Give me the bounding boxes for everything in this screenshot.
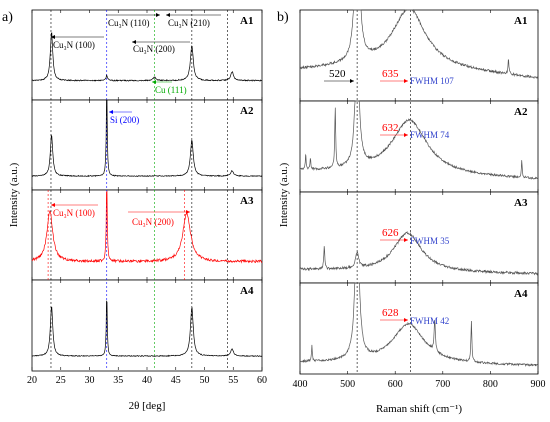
x-tick-label: 20 xyxy=(27,375,37,386)
xrd-series-label-a3: A3 xyxy=(240,195,254,207)
xrd-y-axis-label: Intensity (a.u.) xyxy=(8,162,20,227)
xrd-x-axis-label: 2θ [deg] xyxy=(129,400,166,412)
x-tick-label: 25 xyxy=(56,375,66,386)
raman-series-label-a2: A2 xyxy=(514,106,528,118)
arrowhead xyxy=(152,80,156,84)
raman-fwhm-a3: FWHM 35 xyxy=(410,236,450,246)
xrd-traces xyxy=(31,32,263,357)
raman-fwhm-a1: FWHM 107 xyxy=(410,76,454,86)
arrowhead xyxy=(350,79,354,83)
xrd-subplot-a4 xyxy=(31,279,263,372)
annotation-si-200: Si (200) xyxy=(110,115,139,125)
arrowhead xyxy=(132,40,136,44)
annotation-cu3n-200-red: Cu₃N (200) xyxy=(132,217,174,227)
raman-annotations: 520 635 FWHM 107 632 FWHM 74 626 FWHM 35… xyxy=(324,68,454,326)
trace-raman-a3 xyxy=(299,230,539,276)
trace-xrd-a4 xyxy=(31,300,263,357)
x-tick-label: 55 xyxy=(228,375,238,386)
trace-raman-a2 xyxy=(299,100,539,180)
annotation-cu-111: Cu (111) xyxy=(155,85,187,95)
x-tick-label: 60 xyxy=(257,375,267,386)
arrowhead xyxy=(404,318,408,322)
arrowhead xyxy=(404,79,408,83)
raman-x-axis: 400 500 600 700 800 900 xyxy=(293,10,546,390)
arrowhead xyxy=(166,13,170,17)
x-tick-label: 600 xyxy=(388,379,403,390)
annotation-cu3n-100-red: Cu₃N (100) xyxy=(53,208,95,218)
arrowhead xyxy=(109,110,113,114)
xrd-series-label-a1: A1 xyxy=(240,15,253,27)
arrowhead xyxy=(404,238,408,242)
annotation-cu3n-110: Cu₃N (110) xyxy=(108,18,150,28)
raman-fwhm-a2: FWHM 74 xyxy=(410,130,450,140)
raman-subplot-a4 xyxy=(299,282,539,375)
raman-ref-520: 520 xyxy=(329,68,346,80)
x-tick-label: 50 xyxy=(200,375,210,386)
arrowhead xyxy=(51,35,55,39)
trace-xrd-a3 xyxy=(31,190,263,264)
arrowhead xyxy=(51,203,55,207)
raman-x-axis-label: Raman shift (cm⁻¹) xyxy=(376,403,462,415)
xrd-subplot-a2 xyxy=(31,99,263,191)
arrowhead xyxy=(186,210,190,214)
x-tick-label: 900 xyxy=(531,379,546,390)
raman-traces xyxy=(299,9,539,367)
raman-y-axis-label: Intensity (a.u.) xyxy=(278,162,290,227)
x-tick-label: 35 xyxy=(113,375,123,386)
raman-series-label-a1: A1 xyxy=(514,15,527,27)
raman-fwhm-a4: FWHM 42 xyxy=(410,316,449,326)
raman-peak-a1: 635 xyxy=(382,68,399,80)
x-tick-label: 45 xyxy=(171,375,181,386)
trace-raman-a1 xyxy=(299,9,539,79)
raman-subplot-a3 xyxy=(299,191,539,284)
x-tick-label: 400 xyxy=(293,379,308,390)
x-tick-label: 30 xyxy=(85,375,95,386)
xrd-subplot-a1 xyxy=(31,9,263,101)
xrd-x-axis: 20 25 30 35 40 45 50 55 60 xyxy=(27,10,267,386)
x-tick-label: 40 xyxy=(142,375,152,386)
trace-raman-a4 xyxy=(299,282,538,367)
raman-peak-a4: 628 xyxy=(382,307,399,319)
panel-a-label: a) xyxy=(2,10,13,25)
panel-b-label: b) xyxy=(277,10,289,25)
raman-series-label-a4: A4 xyxy=(514,288,528,300)
arrowhead xyxy=(404,133,408,137)
annotation-cu3n-100: Cu₃N (100) xyxy=(53,40,95,50)
annotation-cu3n-200: Cu₃N (200) xyxy=(133,44,175,54)
x-tick-label: 700 xyxy=(435,379,450,390)
arrowhead xyxy=(156,13,160,17)
x-tick-label: 800 xyxy=(483,379,498,390)
x-tick-label: 500 xyxy=(340,379,355,390)
annotation-cu3n-210: Cu₃N (210) xyxy=(168,18,210,28)
raman-reference-lines xyxy=(356,10,411,374)
raman-subplot-a1 xyxy=(299,9,539,102)
xrd-series-label-a4: A4 xyxy=(240,285,254,297)
trace-xrd-a1 xyxy=(31,32,263,82)
raman-peak-a3: 626 xyxy=(382,227,399,239)
raman-series-label-a3: A3 xyxy=(514,197,528,209)
raman-peak-a2: 632 xyxy=(382,122,399,134)
xrd-annotations: Cu₃N (100) Cu₃N (110) Cu₃N (210) Cu₃N (2… xyxy=(51,13,221,227)
trace-xrd-a2 xyxy=(31,99,263,178)
xrd-series-label-a2: A2 xyxy=(240,105,254,117)
